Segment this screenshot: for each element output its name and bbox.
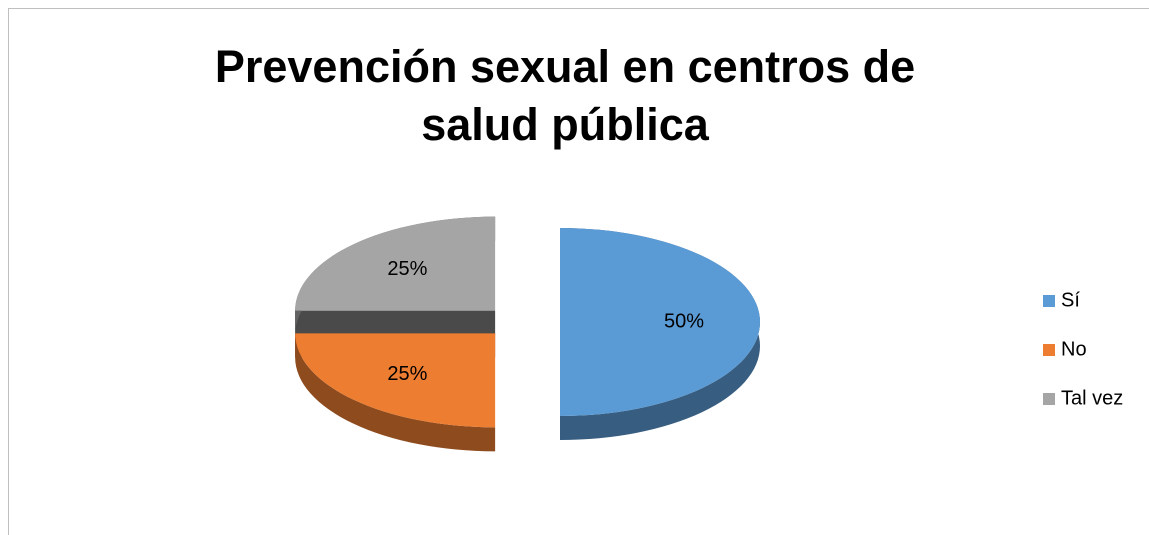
legend-label: No: [1061, 338, 1087, 360]
legend-swatch: [1043, 393, 1055, 405]
pie-slice: [560, 228, 760, 416]
pie-slice: [295, 333, 496, 428]
legend-label: Tal vez: [1061, 387, 1123, 409]
legend-label: Sí: [1061, 289, 1080, 311]
data-label: 25%: [387, 363, 427, 385]
chart-title: Prevención sexual en centros de salud pú…: [214, 41, 916, 150]
data-label: 25%: [387, 258, 427, 280]
legend-swatch: [1043, 344, 1055, 356]
pie-slice: [295, 216, 496, 311]
legend-swatch: [1043, 295, 1055, 307]
slice-side: [295, 310, 496, 335]
slice-side: [295, 333, 496, 452]
data-label: 50%: [664, 310, 704, 332]
chart-frame: [8, 8, 1149, 535]
